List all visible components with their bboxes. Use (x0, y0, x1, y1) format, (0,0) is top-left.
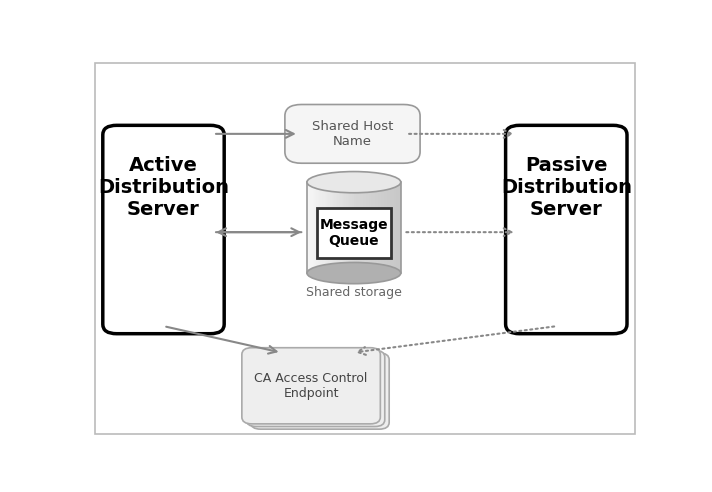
Polygon shape (365, 182, 367, 273)
FancyBboxPatch shape (103, 125, 224, 334)
Text: Message
Queue: Message Queue (320, 218, 388, 248)
Polygon shape (363, 182, 365, 273)
Polygon shape (382, 182, 383, 273)
Polygon shape (354, 182, 355, 273)
Polygon shape (384, 182, 385, 273)
Polygon shape (399, 182, 401, 273)
Polygon shape (334, 182, 335, 273)
Text: Active
Distribution
Server: Active Distribution Server (98, 156, 229, 219)
Polygon shape (395, 182, 396, 273)
FancyBboxPatch shape (246, 350, 384, 427)
Polygon shape (360, 182, 361, 273)
Polygon shape (367, 182, 368, 273)
Polygon shape (314, 182, 315, 273)
Polygon shape (335, 182, 336, 273)
Polygon shape (323, 182, 325, 273)
FancyBboxPatch shape (285, 104, 420, 163)
Polygon shape (381, 182, 382, 273)
Polygon shape (350, 182, 352, 273)
Polygon shape (376, 182, 377, 273)
Polygon shape (387, 182, 388, 273)
Polygon shape (310, 182, 312, 273)
Polygon shape (377, 182, 379, 273)
Ellipse shape (307, 172, 401, 193)
Polygon shape (347, 182, 348, 273)
Polygon shape (356, 182, 357, 273)
Polygon shape (330, 182, 332, 273)
Polygon shape (375, 182, 376, 273)
FancyBboxPatch shape (506, 125, 627, 334)
Polygon shape (397, 182, 399, 273)
FancyBboxPatch shape (251, 353, 389, 429)
Polygon shape (343, 182, 345, 273)
Polygon shape (370, 182, 372, 273)
Polygon shape (313, 182, 314, 273)
Polygon shape (394, 182, 395, 273)
Polygon shape (368, 182, 369, 273)
Polygon shape (345, 182, 347, 273)
Polygon shape (390, 182, 392, 273)
Polygon shape (315, 182, 316, 273)
Polygon shape (318, 182, 319, 273)
Polygon shape (396, 182, 397, 273)
Polygon shape (385, 182, 387, 273)
Polygon shape (336, 182, 337, 273)
Polygon shape (339, 182, 340, 273)
Polygon shape (325, 182, 327, 273)
Polygon shape (332, 182, 333, 273)
Polygon shape (327, 182, 328, 273)
Polygon shape (372, 182, 374, 273)
Polygon shape (374, 182, 375, 273)
Polygon shape (389, 182, 390, 273)
FancyBboxPatch shape (95, 63, 635, 434)
Polygon shape (348, 182, 349, 273)
Polygon shape (333, 182, 334, 273)
Polygon shape (319, 182, 320, 273)
Polygon shape (308, 182, 309, 273)
Polygon shape (340, 182, 341, 273)
Polygon shape (388, 182, 389, 273)
Polygon shape (352, 182, 354, 273)
Text: Passive
Distribution
Server: Passive Distribution Server (501, 156, 632, 219)
Polygon shape (309, 182, 310, 273)
Polygon shape (316, 182, 318, 273)
Polygon shape (320, 182, 321, 273)
Polygon shape (359, 182, 360, 273)
Polygon shape (321, 182, 323, 273)
FancyBboxPatch shape (317, 208, 391, 258)
Polygon shape (312, 182, 313, 273)
Text: Shared storage: Shared storage (306, 286, 402, 299)
FancyBboxPatch shape (242, 348, 380, 424)
Polygon shape (329, 182, 330, 273)
Polygon shape (369, 182, 370, 273)
Polygon shape (379, 182, 381, 273)
Polygon shape (328, 182, 329, 273)
Polygon shape (307, 182, 308, 273)
Ellipse shape (307, 262, 401, 284)
Text: CA Access Control
Endpoint: CA Access Control Endpoint (254, 372, 368, 400)
Polygon shape (392, 182, 394, 273)
Text: Shared Host
Name: Shared Host Name (312, 120, 393, 148)
Polygon shape (342, 182, 343, 273)
Polygon shape (362, 182, 363, 273)
Polygon shape (357, 182, 359, 273)
Polygon shape (355, 182, 356, 273)
Polygon shape (349, 182, 350, 273)
Polygon shape (383, 182, 384, 273)
Polygon shape (361, 182, 362, 273)
Polygon shape (341, 182, 342, 273)
Polygon shape (337, 182, 339, 273)
